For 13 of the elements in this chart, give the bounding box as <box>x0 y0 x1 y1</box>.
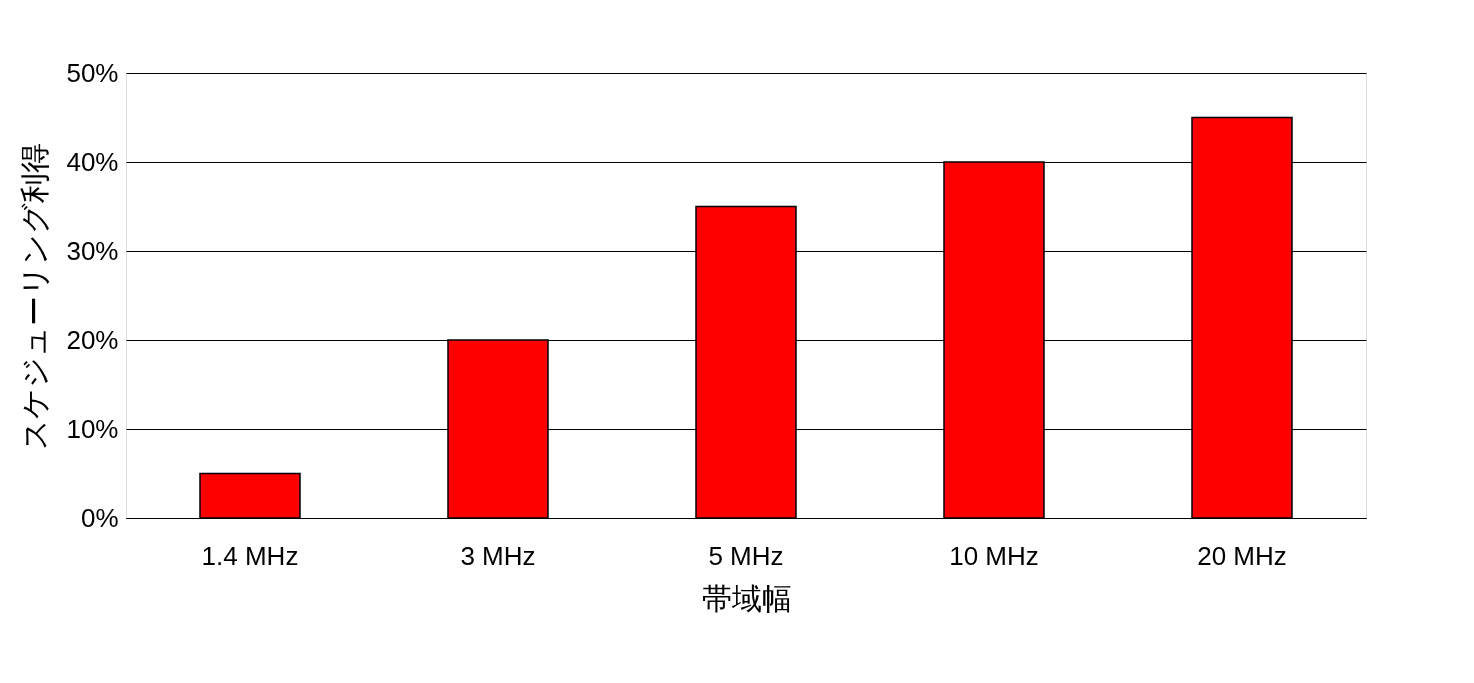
x-tick-label: 5 MHz <box>708 540 784 571</box>
y-tick-label: 30% <box>66 235 119 266</box>
y-tick-label: 20% <box>66 324 119 355</box>
x-axis-title: 帯域幅 <box>701 581 792 615</box>
y-tick-label: 10% <box>66 413 119 444</box>
x-tick-label: 10 MHz <box>949 540 1039 571</box>
y-tick-label: 50% <box>66 57 119 88</box>
x-tick-label: 1.4 MHz <box>201 540 299 571</box>
y-tick-label: 40% <box>66 146 119 177</box>
x-tick-label: 20 MHz <box>1197 540 1287 571</box>
x-tick-label: 3 MHz <box>460 540 536 571</box>
y-axis-title: スケジューリング利得 <box>18 142 52 450</box>
y-tick-label: 0% <box>80 502 119 533</box>
